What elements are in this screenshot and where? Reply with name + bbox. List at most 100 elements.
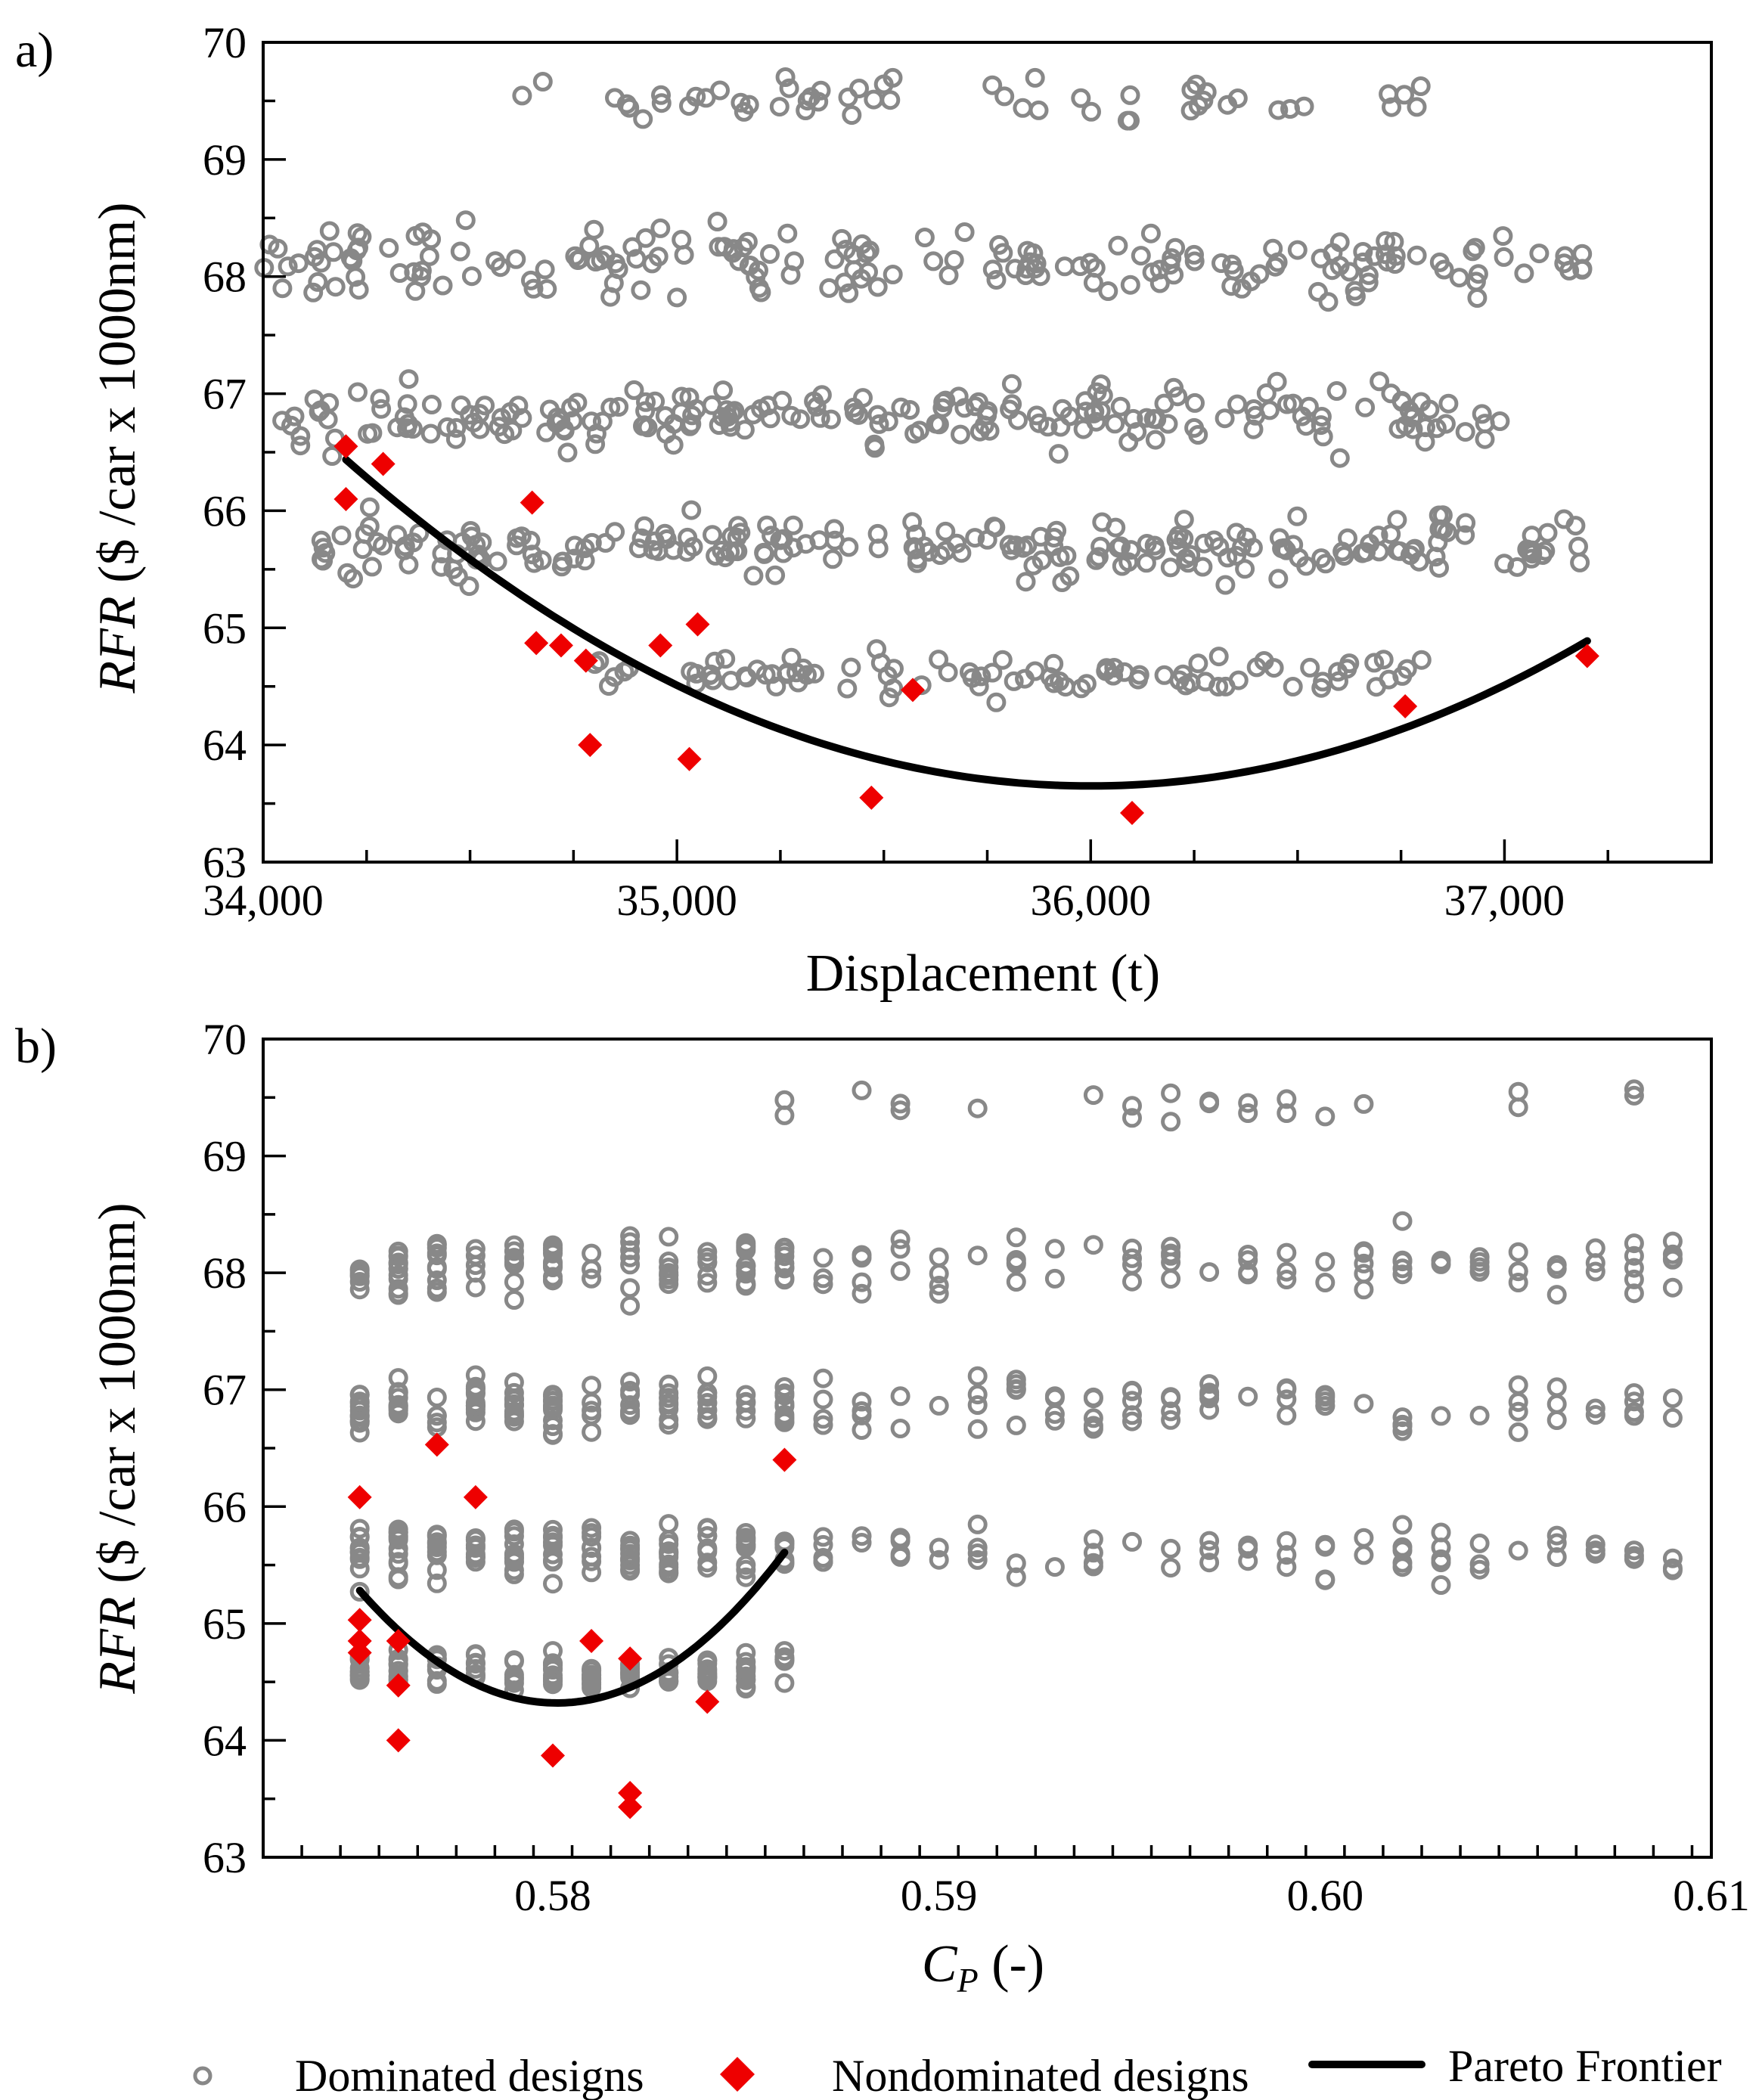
dominated-point bbox=[1083, 1556, 1103, 1577]
dominated-point bbox=[543, 1532, 563, 1553]
dominated-point bbox=[278, 256, 298, 277]
dominated-point bbox=[1355, 397, 1376, 417]
dominated-point bbox=[651, 93, 672, 113]
dominated-point bbox=[923, 251, 944, 271]
dominated-point bbox=[1165, 237, 1186, 258]
panel-a-pareto-curve bbox=[342, 455, 1591, 790]
y-tick-label: 65 bbox=[203, 1599, 247, 1649]
dominated-point bbox=[1392, 1407, 1413, 1428]
dominated-point bbox=[427, 1257, 447, 1277]
dominated-point bbox=[600, 397, 621, 417]
dominated-point bbox=[614, 662, 634, 682]
dominated-point bbox=[841, 657, 861, 678]
dominated-point bbox=[1083, 1416, 1103, 1436]
dominated-point bbox=[1238, 1103, 1258, 1123]
dominated-point bbox=[522, 544, 542, 565]
dominated-point bbox=[1277, 1270, 1297, 1289]
dominated-point bbox=[1624, 1391, 1644, 1412]
dominated-point bbox=[427, 1282, 447, 1302]
dominated-point bbox=[1122, 1531, 1142, 1552]
dominated-point bbox=[823, 549, 843, 569]
dominated-point bbox=[1397, 659, 1417, 679]
dominated-point bbox=[1120, 85, 1140, 105]
dominated-point bbox=[543, 1544, 563, 1565]
dominated-point bbox=[890, 1386, 911, 1407]
dominated-point bbox=[1087, 382, 1107, 402]
dominated-point bbox=[585, 434, 606, 454]
dominated-point bbox=[608, 259, 628, 279]
nondominated-point bbox=[463, 1484, 488, 1509]
dominated-point bbox=[1256, 383, 1277, 403]
dominated-point bbox=[490, 257, 510, 278]
dominated-point bbox=[813, 1268, 833, 1289]
dominated-point bbox=[909, 420, 929, 441]
dominated-point bbox=[935, 521, 956, 541]
dominated-point bbox=[1354, 1280, 1374, 1300]
dominated-point bbox=[721, 403, 742, 423]
dominated-point bbox=[487, 551, 507, 572]
dominated-point bbox=[506, 249, 526, 269]
dominated-point bbox=[535, 259, 555, 280]
dominated-point bbox=[633, 416, 653, 436]
dominated-point bbox=[929, 650, 949, 670]
dominated-point bbox=[1238, 1093, 1258, 1113]
dominated-point bbox=[1050, 672, 1070, 691]
dominated-point bbox=[1199, 1262, 1220, 1283]
dominated-point bbox=[883, 678, 904, 699]
dominated-point bbox=[1112, 556, 1132, 576]
dominated-point bbox=[914, 228, 935, 247]
dominated-point bbox=[837, 678, 858, 699]
dominated-point bbox=[965, 528, 985, 548]
dominated-point bbox=[1122, 1096, 1142, 1116]
dominated-point bbox=[1585, 1261, 1605, 1282]
dominated-point bbox=[1508, 1540, 1528, 1561]
nondominated-point bbox=[333, 434, 358, 459]
dominated-point bbox=[290, 426, 311, 446]
dominated-point bbox=[1025, 661, 1045, 681]
dominated-point bbox=[626, 249, 647, 269]
dominated-point bbox=[367, 532, 387, 552]
dominated-point bbox=[1120, 275, 1140, 295]
dominated-point bbox=[1199, 1553, 1220, 1573]
dominated-point bbox=[967, 1514, 988, 1534]
dominated-point bbox=[595, 532, 616, 553]
dominated-point bbox=[1044, 1268, 1065, 1289]
panel-b-pareto-curve bbox=[355, 1548, 789, 1708]
dominated-point bbox=[813, 1274, 833, 1295]
dominated-point bbox=[303, 282, 324, 302]
dominated-point bbox=[1149, 273, 1170, 293]
dominated-point bbox=[582, 1673, 602, 1693]
dominated-point bbox=[1624, 1549, 1644, 1569]
dominated-point bbox=[790, 409, 811, 430]
dominated-point bbox=[1164, 265, 1184, 285]
dominated-point bbox=[659, 1554, 679, 1574]
dominated-point bbox=[1070, 256, 1090, 276]
dominated-point bbox=[579, 236, 600, 256]
dominated-point bbox=[1246, 657, 1267, 678]
dominated-point bbox=[645, 391, 665, 411]
dominated-point bbox=[1056, 545, 1077, 566]
dominated-point bbox=[774, 1253, 795, 1273]
dominated-point bbox=[582, 411, 602, 432]
panel-a-ticks bbox=[262, 41, 1713, 864]
dominated-point bbox=[819, 278, 839, 298]
dominated-point bbox=[1044, 1557, 1065, 1577]
dominated-point bbox=[1137, 534, 1157, 554]
dominated-point bbox=[582, 1537, 602, 1558]
panel-a-nondominated-points bbox=[333, 434, 1599, 825]
dominated-point bbox=[648, 247, 669, 267]
dominated-point bbox=[582, 1376, 602, 1396]
dominated-point bbox=[1199, 1531, 1220, 1551]
dominated-point bbox=[1624, 1383, 1644, 1404]
dominated-point bbox=[1585, 1534, 1605, 1555]
legend: Dominated designs Nondominated designs P… bbox=[193, 2041, 1722, 2100]
dominated-point bbox=[1385, 246, 1406, 266]
dominated-point bbox=[411, 261, 432, 281]
dominated-point bbox=[1277, 1531, 1297, 1551]
dominated-point bbox=[967, 1395, 988, 1415]
nondominated-point bbox=[573, 648, 598, 673]
dominated-point bbox=[982, 662, 1003, 683]
dominated-point bbox=[656, 529, 677, 549]
dominated-point bbox=[1122, 1380, 1142, 1401]
y-tick-label: 66 bbox=[203, 1482, 247, 1531]
